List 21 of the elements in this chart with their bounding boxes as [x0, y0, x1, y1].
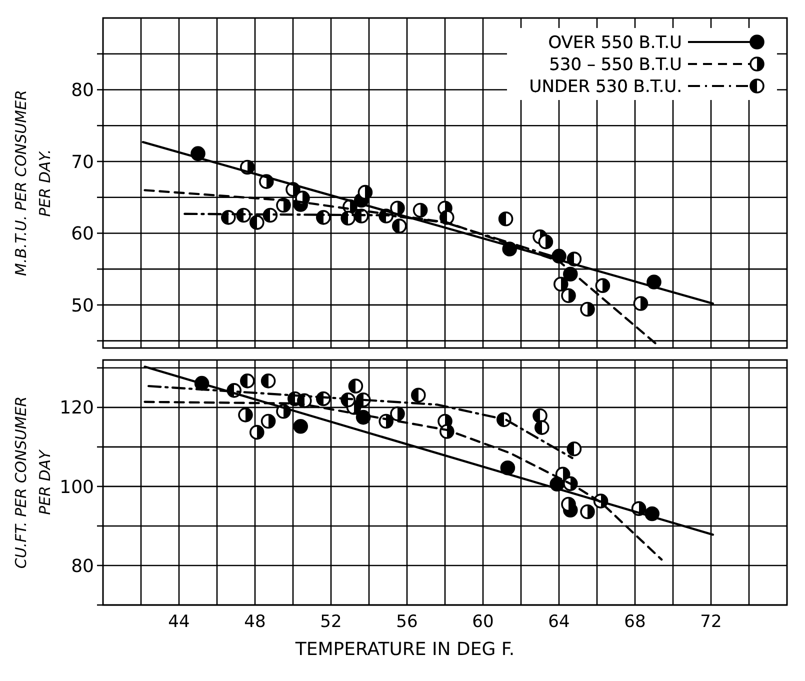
y-axis-title: M.B.T.U. PER CONSUMER PER DAY.	[12, 90, 54, 276]
legend-label: OVER 550 B.T.U	[548, 32, 682, 53]
y-tick-label: 100	[60, 476, 94, 498]
y-tick-label: 80	[71, 80, 94, 102]
x-tick-label: 60	[472, 612, 494, 632]
x-tick-label: 68	[624, 612, 646, 632]
x-tick-label: 72	[700, 612, 722, 632]
y-tick-label: 80	[71, 556, 94, 577]
x-tick-label: 52	[320, 612, 342, 632]
x-axis-title: TEMPERATURE IN DEG F.	[294, 639, 515, 660]
x-tick-label: 56	[396, 612, 418, 632]
y-axis-title: CU.FT. PER CONSUMER PER DAY	[12, 396, 54, 569]
y-tick-label: 50	[71, 295, 94, 316]
x-tick-label: 48	[244, 612, 266, 632]
legend-label: 530 – 550 B.T.U	[549, 54, 682, 75]
y-tick-label: 70	[71, 152, 94, 173]
y-tick-label: 60	[71, 224, 94, 245]
x-tick-label: 44	[168, 612, 190, 632]
legend-label: UNDER 530 B.T.U.	[529, 76, 682, 97]
x-tick-label: 64	[548, 612, 570, 632]
y-tick-label: 120	[60, 398, 94, 419]
